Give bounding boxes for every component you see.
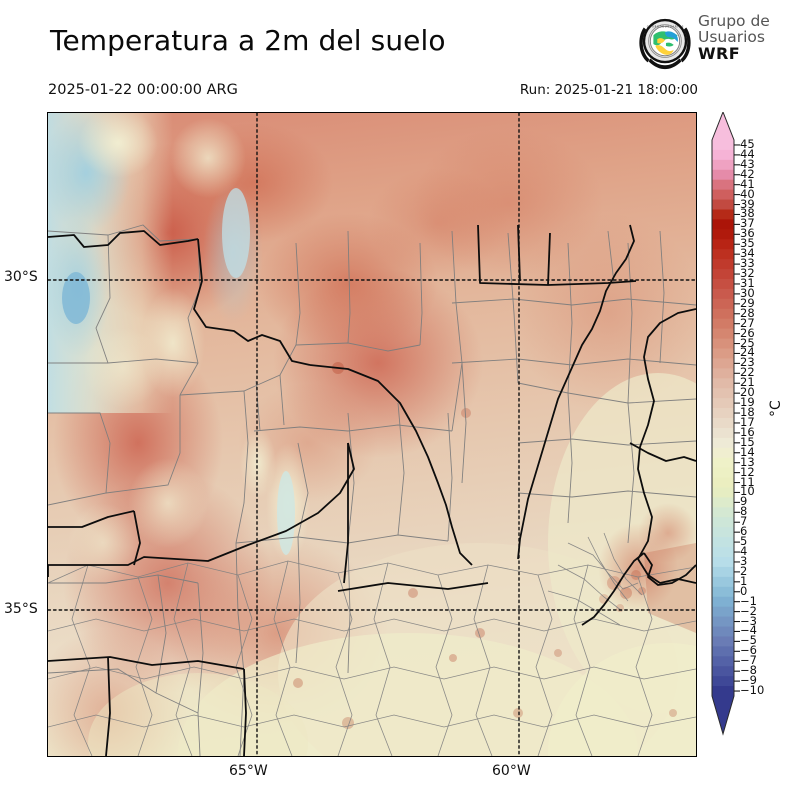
colorbar-tick: 11 xyxy=(740,474,755,489)
colorbar-tick: 42 xyxy=(740,166,755,181)
colorbar-tick: 19 xyxy=(740,395,755,410)
map-plot-area[interactable] xyxy=(47,112,697,757)
colorbar-tick: 28 xyxy=(740,305,755,320)
colorbar-tick: 10 xyxy=(740,484,755,499)
colorbar-tick: 45 xyxy=(740,136,755,151)
colorbar-tick: 16 xyxy=(740,424,755,439)
colorbar-tick: 1 xyxy=(740,573,748,588)
colorbar-tick: 37 xyxy=(740,216,755,231)
colorbar-tick: 38 xyxy=(740,206,755,221)
colorbar-tick: 5 xyxy=(740,534,748,549)
colorbar-tick: −5 xyxy=(740,633,757,648)
colorbar-tick: 33 xyxy=(740,256,755,271)
colorbar-tick: 4 xyxy=(740,544,748,559)
svg-text:G R U P O D E U S U A R I O: G R U P O D E U S U A R I O S xyxy=(647,25,684,29)
lon-tick-60w: 60°W xyxy=(492,763,531,779)
colorbar-tick: 39 xyxy=(740,196,755,211)
colorbar-tick: 32 xyxy=(740,266,755,281)
organization-logo: G R U P O D E U S U A R I O S Grupo de U… xyxy=(636,12,796,74)
colorbar-tick: −3 xyxy=(740,613,757,628)
colorbar-tick: 0 xyxy=(740,583,748,598)
colorbar-tick: −2 xyxy=(740,603,757,618)
colorbar-tick: 44 xyxy=(740,146,755,161)
colorbar-tick: −9 xyxy=(740,673,757,688)
colorbar-tick: 18 xyxy=(740,405,755,420)
temperature-field-raster xyxy=(48,113,696,756)
colorbar-tick: 3 xyxy=(740,553,748,568)
colorbar-tick: 43 xyxy=(740,156,755,171)
colorbar-tick: 35 xyxy=(740,236,755,251)
wrf-user-group-seal-icon: G R U P O D E U S U A R I O S xyxy=(639,18,691,70)
colorbar-tick: 36 xyxy=(740,226,755,241)
colorbar-unit-label: °C xyxy=(768,400,784,417)
logo-line-1: Grupo de xyxy=(698,12,770,30)
colorbar-gradient xyxy=(711,112,740,736)
colorbar-tick: 41 xyxy=(740,176,755,191)
colorbar-tick: 26 xyxy=(740,325,755,340)
logo-line-2: Usuarios xyxy=(698,27,765,46)
colorbar-tick: 7 xyxy=(740,514,748,529)
colorbar-tick: −7 xyxy=(740,653,757,668)
colorbar-tick: 23 xyxy=(740,355,755,370)
lon-tick-65w: 65°W xyxy=(229,763,268,779)
page-title: Temperatura a 2m del suelo xyxy=(50,24,446,57)
colorbar-tick: −1 xyxy=(740,593,757,608)
colorbar-tick: 30 xyxy=(740,285,755,300)
colorbar-tick: 27 xyxy=(740,315,755,330)
valid-time-label: 2025-01-22 00:00:00 ARG xyxy=(48,82,238,98)
colorbar-tick: −6 xyxy=(740,643,757,658)
colorbar-tick: −4 xyxy=(740,623,757,638)
colorbar-tick: 21 xyxy=(740,375,755,390)
colorbar-tick: 12 xyxy=(740,464,755,479)
colorbar-tick: 6 xyxy=(740,524,748,539)
colorbar-tick: 29 xyxy=(740,295,755,310)
colorbar-tick: −8 xyxy=(740,663,757,678)
colorbar-tick-labels: 45 44 43 42 41 40 39 38 37 36 35 34 33 32 31 30 29 28 27 26… xyxy=(740,112,796,772)
colorbar-tick: 9 xyxy=(740,494,748,509)
temperature-colorbar[interactable]: 45 44 43 42 41 40 39 38 37 36 35 34 33 32 31 30 29 28 27 26… xyxy=(710,112,796,772)
colorbar-tick: 22 xyxy=(740,365,755,380)
logo-line-3: WRF xyxy=(698,43,741,63)
colorbar-tick: 15 xyxy=(740,434,755,449)
colorbar-tick: 20 xyxy=(740,385,755,400)
colorbar-tick: 14 xyxy=(740,444,755,459)
colorbar-tick: 17 xyxy=(740,414,755,429)
colorbar-tick: 2 xyxy=(740,563,748,578)
lat-tick-30s: 30°S xyxy=(4,269,38,285)
colorbar-tick: −10 xyxy=(740,683,765,698)
colorbar-tick: 31 xyxy=(740,275,755,290)
colorbar-tick: 24 xyxy=(740,345,755,360)
colorbar-tick: 8 xyxy=(740,504,748,519)
run-time-label: Run: 2025-01-21 18:00:00 xyxy=(519,82,698,98)
colorbar-tick: 34 xyxy=(740,246,755,261)
colorbar-tick: 25 xyxy=(740,335,755,350)
colorbar-tick: 40 xyxy=(740,186,755,201)
colorbar-tick: 13 xyxy=(740,454,755,469)
lat-tick-35s: 35°S xyxy=(4,601,38,617)
